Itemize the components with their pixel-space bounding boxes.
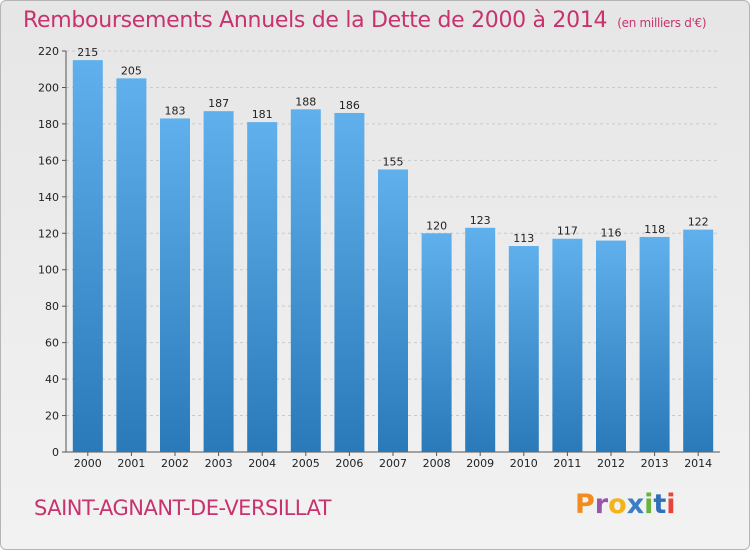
- y-tick-label: 20: [45, 410, 59, 423]
- data-label: 187: [208, 97, 229, 110]
- data-label: 205: [121, 64, 142, 77]
- chart-title-text: Remboursements Annuels de la Dette de 20…: [23, 8, 608, 33]
- bar: [421, 233, 452, 452]
- data-label: 122: [688, 216, 709, 229]
- bar: [465, 227, 496, 452]
- y-tick-label: 180: [38, 118, 59, 131]
- bar: [552, 238, 583, 452]
- y-tick-label: 100: [38, 264, 59, 277]
- bar: [116, 78, 147, 452]
- bar: [247, 122, 278, 452]
- x-tick-label: 2002: [161, 457, 189, 470]
- logo-letter: i: [666, 489, 676, 520]
- x-tick-label: 2006: [335, 457, 363, 470]
- bar: [290, 109, 321, 452]
- x-tick-label: 2007: [379, 457, 407, 470]
- data-label: 118: [644, 223, 665, 236]
- y-tick-label: 220: [38, 45, 59, 58]
- data-label: 188: [295, 95, 316, 108]
- y-tick-label: 120: [38, 227, 59, 240]
- chart-unit: (en milliers d'€): [617, 16, 707, 30]
- x-tick-label: 2000: [74, 457, 102, 470]
- logo-letter: o: [608, 489, 627, 520]
- bar: [683, 229, 714, 452]
- data-label: 116: [601, 227, 622, 240]
- bar: [378, 169, 408, 452]
- data-label: 183: [165, 104, 186, 117]
- logo-letter: i: [644, 489, 654, 520]
- data-label: 181: [252, 108, 273, 121]
- y-tick-label: 0: [52, 446, 59, 459]
- data-label: 155: [383, 155, 404, 168]
- logo-letter: t: [653, 489, 667, 520]
- bar: [639, 236, 670, 452]
- data-label: 215: [77, 46, 98, 59]
- bar: [508, 246, 539, 452]
- data-label: 117: [557, 225, 578, 238]
- x-tick-label: 2004: [248, 457, 276, 470]
- x-tick-label: 2012: [597, 457, 625, 470]
- data-label: 113: [513, 232, 534, 245]
- y-tick-label: 200: [38, 81, 59, 94]
- logo-letter: P: [575, 489, 595, 520]
- x-tick-label: 2011: [553, 457, 581, 470]
- logo-letter: x: [626, 489, 645, 520]
- x-tick-label: 2013: [641, 457, 669, 470]
- logo-letter: r: [594, 489, 609, 520]
- data-label: 186: [339, 99, 360, 112]
- y-tick-label: 40: [45, 373, 59, 386]
- x-tick-label: 2008: [423, 457, 451, 470]
- bar: [334, 112, 365, 453]
- y-tick-label: 160: [38, 154, 59, 167]
- x-tick-label: 2010: [510, 457, 538, 470]
- commune-name: SAINT-AGNANT-DE-VERSILLAT: [34, 496, 332, 520]
- y-tick-label: 140: [38, 191, 59, 204]
- y-tick-label: 60: [45, 337, 59, 350]
- bar: [72, 60, 103, 452]
- bar: [596, 240, 626, 452]
- x-tick-label: 2003: [205, 457, 233, 470]
- x-tick-label: 2001: [117, 457, 145, 470]
- data-label: 123: [470, 214, 491, 227]
- data-label: 120: [426, 219, 447, 232]
- bar: [160, 118, 190, 452]
- chart-title: Remboursements Annuels de la Dette de 20…: [23, 5, 707, 39]
- x-tick-label: 2009: [466, 457, 494, 470]
- bar: [203, 111, 234, 453]
- y-tick-label: 80: [45, 300, 59, 313]
- x-tick-label: 2005: [292, 457, 320, 470]
- proxiti-logo: Proxiti: [575, 489, 676, 521]
- x-tick-label: 2014: [684, 457, 712, 470]
